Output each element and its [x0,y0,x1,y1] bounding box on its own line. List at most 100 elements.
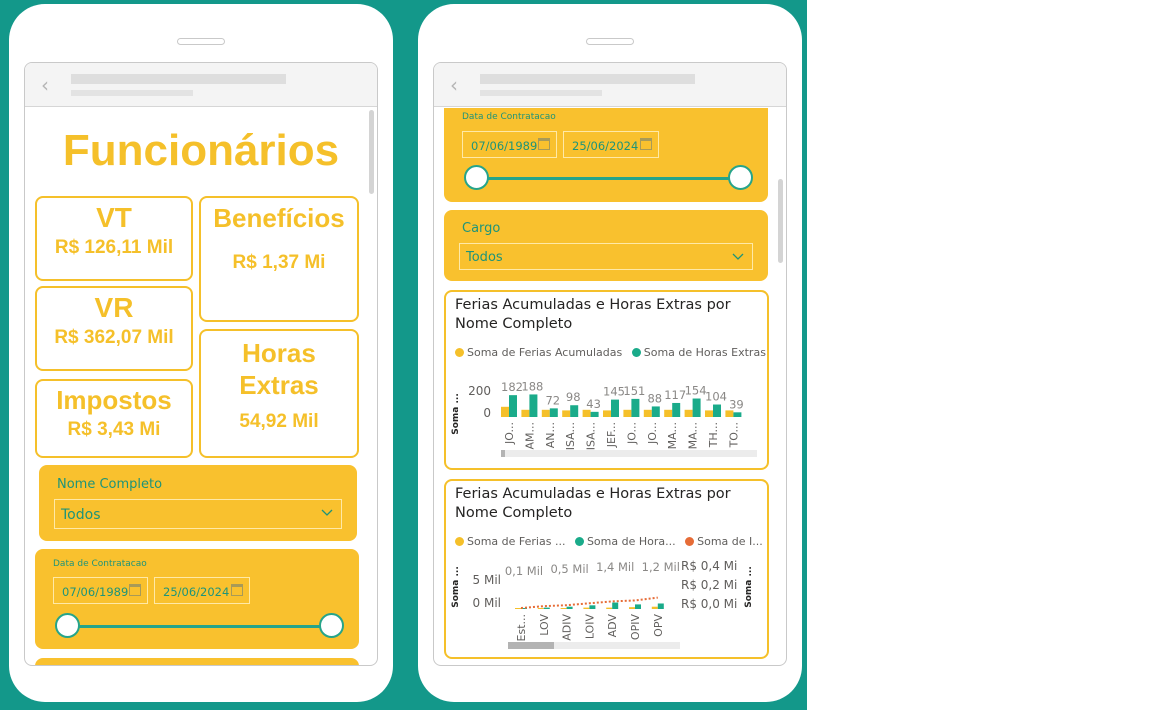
x-tick-label: MA... [687,422,700,449]
data-label: 1,2 Mil [642,560,680,574]
start-date-input[interactable]: 07/06/1989 [462,131,557,158]
legend-dot-icon [455,348,464,357]
back-chevron-icon[interactable]: ‹ [41,73,49,97]
scrollbar[interactable] [778,179,783,263]
date-range-start-handle[interactable] [55,613,80,638]
chevron-down-icon [732,253,744,260]
y-axis-label-right: Soma ... [744,566,754,608]
bar-ferias-acumuladas [583,607,590,609]
bar-ferias-acumuladas [684,409,693,417]
horizontal-scrollbar[interactable] [501,450,757,457]
bar-ferias-acumuladas [515,608,521,609]
kpi-card-beneficios: Benefícios R$ 1,37 Mi [199,196,359,322]
calendar-icon[interactable] [538,138,550,150]
data-label: 145 [603,385,625,399]
x-tick-label: ISA... [564,422,577,450]
date-range-end-handle[interactable] [728,165,753,190]
x-tick-label: JO... [625,422,638,445]
x-tick-label: LOV [538,614,551,636]
bar-ferias-acumuladas [606,607,613,609]
legend-item[interactable]: Soma de Ferias ... [455,535,565,548]
phone-screen-left: ‹ Funcionários VT R$ 126,11 Mil Benefíci… [24,62,378,666]
kpi-card-vt: VT R$ 126,11 Mil [35,196,193,281]
date-range-start-handle[interactable] [464,165,489,190]
bar-horas-extras [612,602,619,609]
bar-horas-extras [713,404,721,417]
slicer-title: Data de Contratacao [53,559,147,569]
kpi-label-line1: Horas [242,338,316,368]
x-tick-label: ADIV [561,614,574,641]
legend-item[interactable]: Soma de I... [685,535,763,548]
y-tick-label-right: R$ 0,2 Mi [681,578,737,592]
horizontal-scroll-thumb[interactable] [501,450,505,457]
start-date-value: 07/06/1989 [62,585,129,599]
back-chevron-icon[interactable]: ‹ [450,73,458,97]
chart-legend: Soma de Ferias ... Soma de Hora... Soma … [455,535,769,548]
bar-horas-extras [631,398,640,417]
legend-dot-icon [631,348,641,357]
legend-item[interactable]: Soma de Horas Extras [631,346,766,359]
report-header: ‹ [434,63,786,107]
x-tick-label: OPIV [629,614,642,641]
calendar-icon[interactable] [231,584,243,596]
bar-horas-extras [521,608,527,609]
bar-ferias-acumuladas [582,409,591,417]
nome-completo-dropdown[interactable]: Todos [54,499,342,529]
date-range-track [67,625,333,628]
data-label: 117 [664,388,686,402]
x-tick-label: JEF... [605,422,618,448]
cargo-dropdown[interactable]: Todos [459,243,753,270]
y-tick-label-right: R$ 0,4 Mi [681,559,737,573]
date-range-end-handle[interactable] [319,613,344,638]
scrollbar[interactable] [369,110,374,194]
y-tick-label: 0 [483,406,491,420]
data-label: 151 [623,384,645,398]
phone-screen-right: ‹ Data de Contratacao 07/06/1989 25/06/2… [433,62,787,666]
calendar-icon[interactable] [129,584,141,596]
chart-legend: Soma de Ferias Acumuladas Soma de Horas … [455,346,772,359]
end-date-input[interactable]: 25/06/2024 [563,131,659,158]
kpi-value: R$ 362,07 Mil [54,327,174,348]
bar-ferias-acumuladas [603,410,611,417]
horizontal-scrollbar[interactable] [508,642,680,649]
start-date-input[interactable]: 07/06/1989 [53,577,148,604]
bar-ferias-acumuladas [537,608,544,609]
x-tick-label: JO... [503,422,516,445]
end-date-input[interactable]: 25/06/2024 [154,577,250,604]
bar-horas-extras [590,411,599,417]
bar-ferias-acumuladas [541,409,550,417]
data-label: 39 [729,397,744,411]
legend-item[interactable]: Soma de Ferias Acumuladas [455,346,622,359]
bar-ferias-acumuladas [521,409,530,417]
report-subtitle-placeholder [71,90,193,96]
bar-horas-extras [672,402,681,417]
kpi-label: Benefícios [213,203,345,233]
chart-title: Ferias Acumuladas e Horas Extras por Nom… [455,296,755,334]
chart-title-line2: Nome Completo [455,316,573,332]
legend-item[interactable]: Soma de Hora... [574,535,676,548]
kpi-label: VT [96,202,132,233]
y-axis-label: Soma ... [451,393,461,435]
data-label: 1,4 Mil [596,560,634,574]
legend-dot-icon [455,537,464,546]
bar-ferias-acumuladas [629,607,635,609]
calendar-icon[interactable] [640,138,652,150]
data-label: 0,1 Mil [505,564,543,578]
bar-ferias-acumuladas [560,608,567,609]
kpi-label: VR [94,292,134,323]
bar-horas-extras [509,395,517,417]
nome-completo-slicer: Nome Completo Todos [39,465,357,541]
next-slicer-partial [35,658,359,665]
bar-ferias-acumuladas [623,409,632,417]
data-label: 88 [647,391,662,405]
bar-horas-extras [692,398,701,417]
kpi-label: Impostos [56,385,172,415]
kpi-card-horas-extras: Horas Extras 54,92 Mil [199,329,359,458]
legend-label: Soma de Ferias ... [467,535,566,548]
chart-plot-area: Soma ... 200 0 182 JO... 188 AM... 72 AN... 98… [451,379,757,457]
kpi-label-line2: Extras [239,370,319,400]
slicer-title: Nome Completo [57,477,163,492]
data-label: 154 [685,384,707,398]
bar-horas-extras [529,394,538,417]
horizontal-scroll-thumb[interactable] [508,642,554,649]
